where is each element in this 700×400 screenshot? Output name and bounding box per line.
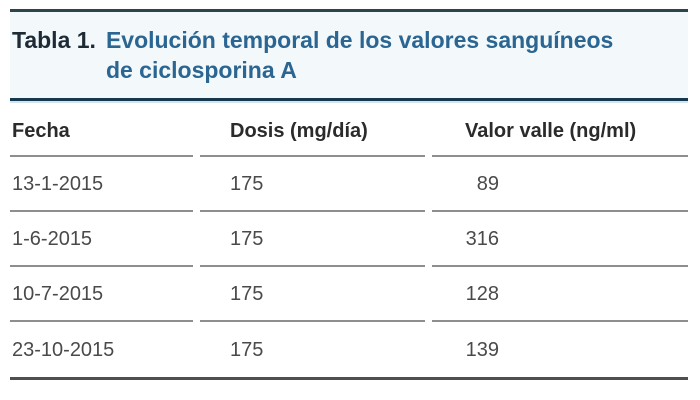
fecha-cell: 1-6-2015: [10, 212, 193, 267]
header-row: Fecha Dosis (mg/día) Valor valle (ng/ml): [10, 101, 688, 157]
column-header-dosis: Dosis (mg/día): [200, 101, 425, 157]
caption-title-line-2: de ciclosporina A: [105, 57, 297, 83]
dosis-cell: 175: [200, 212, 425, 267]
table-figure: Tabla 1. Evolución temporal de los valor…: [10, 9, 688, 380]
table-row: 13-1-2015 175 89: [10, 157, 688, 212]
dosis-cell: 175: [200, 157, 425, 212]
fecha-cell: 13-1-2015: [10, 157, 193, 212]
table-row: 1-6-2015 175 316: [10, 212, 688, 267]
column-header-valor-valle: Valor valle (ng/ml): [432, 101, 688, 157]
valle-value: 89: [476, 173, 499, 195]
valle-cell: 139: [432, 322, 688, 377]
valle-cell: 316: [432, 212, 688, 267]
valle-value: 316: [465, 228, 499, 250]
table-caption: Tabla 1. Evolución temporal de los valor…: [10, 9, 688, 101]
valle-value: 139: [465, 339, 499, 361]
caption-title-line-1: Evolución temporal de los valores sanguí…: [105, 27, 614, 53]
table-row: 10-7-2015 175 128: [10, 267, 688, 322]
table-row: 23-10-2015 175 139: [10, 322, 688, 377]
valle-value: 128: [465, 283, 499, 305]
caption-title: Evolución temporal de los valores sanguí…: [106, 25, 613, 85]
column-header-fecha: Fecha: [10, 101, 193, 157]
caption-label: Tabla 1.: [12, 27, 96, 53]
dosis-cell: 175: [200, 267, 425, 322]
valle-cell: 89: [432, 157, 688, 212]
valle-cell: 128: [432, 267, 688, 322]
fecha-cell: 10-7-2015: [10, 267, 193, 322]
fecha-cell: 23-10-2015: [12, 339, 115, 361]
dosis-cell: 175: [230, 339, 264, 361]
